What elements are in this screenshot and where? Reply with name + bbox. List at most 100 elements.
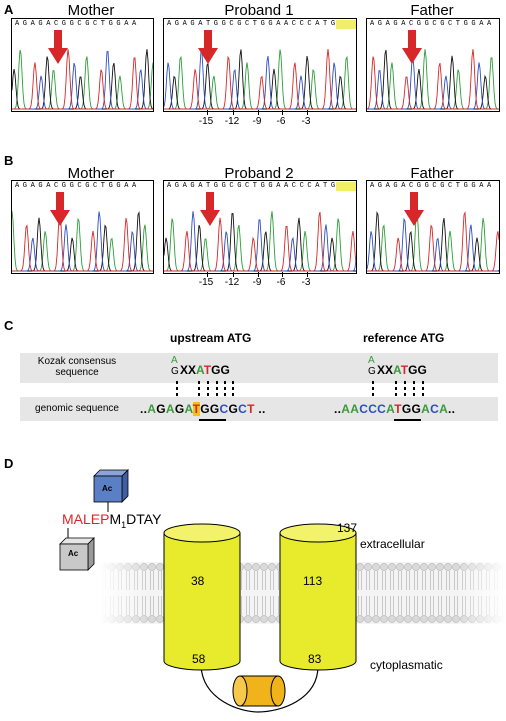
tick-label: -6 xyxy=(276,116,286,127)
seq-rest: DTAY xyxy=(126,511,162,527)
atg-highlight xyxy=(336,182,356,191)
residue-137-label: 137 xyxy=(337,521,358,535)
panel-a-letter: A xyxy=(4,2,14,17)
panel-b-title-proband: Proband 2 xyxy=(224,165,294,182)
helix1-bottom-number: 58 xyxy=(192,652,206,666)
extracellular-label: extracellular xyxy=(360,537,425,551)
kozak-label-line1: Kozak consensus xyxy=(37,356,117,367)
chromatogram-a-proband: AGAGATGGCGCTGGAACCCATG xyxy=(163,18,357,112)
panel-b-letter: B xyxy=(4,153,14,168)
genomic-label: genomic sequence xyxy=(35,403,119,414)
cytoplasmic-helix xyxy=(232,675,286,707)
chromatogram-b-proband: AGAGATGGCGCTGGAACCCATG xyxy=(163,180,357,274)
kozak-gg: GG xyxy=(408,363,427,377)
panel-d-letter: D xyxy=(4,456,14,471)
tick-label: -6 xyxy=(276,277,286,288)
genomic-sequence-upstream: ..AGAGATGGCGCT .. xyxy=(140,402,266,416)
trace-line xyxy=(164,211,356,272)
helix-1 xyxy=(163,523,241,671)
sequence-text: AGAGACGGCGCTGGAA xyxy=(15,182,140,190)
tick-mark xyxy=(307,110,308,115)
red-arrow-icon xyxy=(404,192,424,226)
atg-highlight xyxy=(336,20,356,29)
cytoplasmatic-label: cytoplasmatic xyxy=(370,658,443,672)
trace-line xyxy=(164,211,356,272)
tick-label: -15 xyxy=(198,277,214,288)
panel-b-title-father: Father xyxy=(410,165,454,182)
sequence-text: AGAGATGGCGCTGGAACCCATG xyxy=(167,20,339,28)
kozak-a-atg: A xyxy=(196,363,204,377)
reference-atg-label: reference ATG xyxy=(363,331,445,345)
chromatogram-b-mother: AGAGACGGCGCTGGAA xyxy=(11,180,154,274)
red-arrow-icon xyxy=(198,30,218,64)
n-terminal-sequence: MALEPM1DTAY xyxy=(62,511,161,530)
helix2-top-number: 113 xyxy=(303,574,323,588)
tick-mark xyxy=(207,272,208,277)
tick-label: -15 xyxy=(198,116,214,127)
kozak-xx: XX xyxy=(377,363,394,377)
red-arrow-icon xyxy=(402,30,422,64)
panel-a-title-mother: Mother xyxy=(67,2,115,19)
ac-top-label: Ac xyxy=(102,484,113,493)
trace-line xyxy=(367,49,499,110)
kozak-g-ref: G xyxy=(368,366,376,377)
kozak-a-ref: A xyxy=(368,355,375,366)
tick-mark xyxy=(258,272,259,277)
trace-line xyxy=(367,49,499,110)
tick-mark xyxy=(307,272,308,277)
kozak-label-line2: sequence xyxy=(55,367,99,378)
kozak-g: G xyxy=(171,366,179,377)
kozak-consensus-reference: XXATGG xyxy=(377,363,427,377)
ac-bottom-label: Ac xyxy=(68,549,79,558)
acetyl-cube-gray-icon xyxy=(59,528,95,571)
trace-line xyxy=(367,211,499,272)
tick-mark xyxy=(282,110,283,115)
panel-a-title-proband: Proband 1 xyxy=(224,2,294,19)
dots: .. xyxy=(140,402,148,416)
seq-sub: 1 xyxy=(121,519,127,530)
genomic-sequence-reference: ..AACCCATGGACA.. xyxy=(334,402,456,416)
tick-label: -12 xyxy=(224,116,240,127)
genomic-band xyxy=(20,397,498,421)
sequence-text: AGAGACGGCGCTGGAA xyxy=(15,20,140,28)
tick-mark xyxy=(258,110,259,115)
trace-line xyxy=(164,49,356,110)
seq-red: MALEP xyxy=(62,511,110,527)
chromatogram-b-father: AGAGACGGCGCTGGAA xyxy=(366,180,500,274)
red-arrow-icon xyxy=(48,30,68,64)
kozak-t-atg: T xyxy=(203,363,212,377)
sequence-text: AGAGACGGCGCTGGAA xyxy=(370,20,495,28)
red-arrow-icon xyxy=(50,192,70,226)
trace-line xyxy=(12,211,153,272)
tick-label: -3 xyxy=(301,277,311,288)
red-arrow-icon xyxy=(200,192,220,226)
kozak-band xyxy=(20,353,498,383)
panel-c-letter: C xyxy=(4,318,14,333)
tick-label: -9 xyxy=(252,277,262,288)
trace-line xyxy=(12,49,153,110)
kozak-a-atg: A xyxy=(393,363,401,377)
sequence-text: AGAGATGGCGCTGGAACCCATG xyxy=(167,182,339,190)
tick-mark xyxy=(282,272,283,277)
trace-line xyxy=(12,211,153,272)
helix2-bottom-number: 83 xyxy=(308,652,322,666)
dots: .. xyxy=(448,402,456,416)
helix1-top-number: 38 xyxy=(191,574,205,588)
kozak-t-atg: T xyxy=(400,363,409,377)
kozak-a: A xyxy=(171,355,178,366)
trace-line xyxy=(164,49,356,110)
underline xyxy=(199,419,226,421)
tick-mark xyxy=(207,110,208,115)
tick-mark xyxy=(233,272,234,277)
kozak-consensus-upstream: XXATGG xyxy=(180,363,230,377)
upstream-atg-label: upstream ATG xyxy=(170,331,252,345)
kozak-gg: GG xyxy=(211,363,230,377)
underline xyxy=(394,419,421,421)
tick-mark xyxy=(233,110,234,115)
panel-a-title-father: Father xyxy=(410,2,454,19)
tick-label: -12 xyxy=(224,277,240,288)
tick-label: -3 xyxy=(301,116,311,127)
seq-m: M xyxy=(109,511,122,527)
helix-2 xyxy=(279,523,357,671)
chromatogram-a-father: AGAGACGGCGCTGGAA xyxy=(366,18,500,112)
